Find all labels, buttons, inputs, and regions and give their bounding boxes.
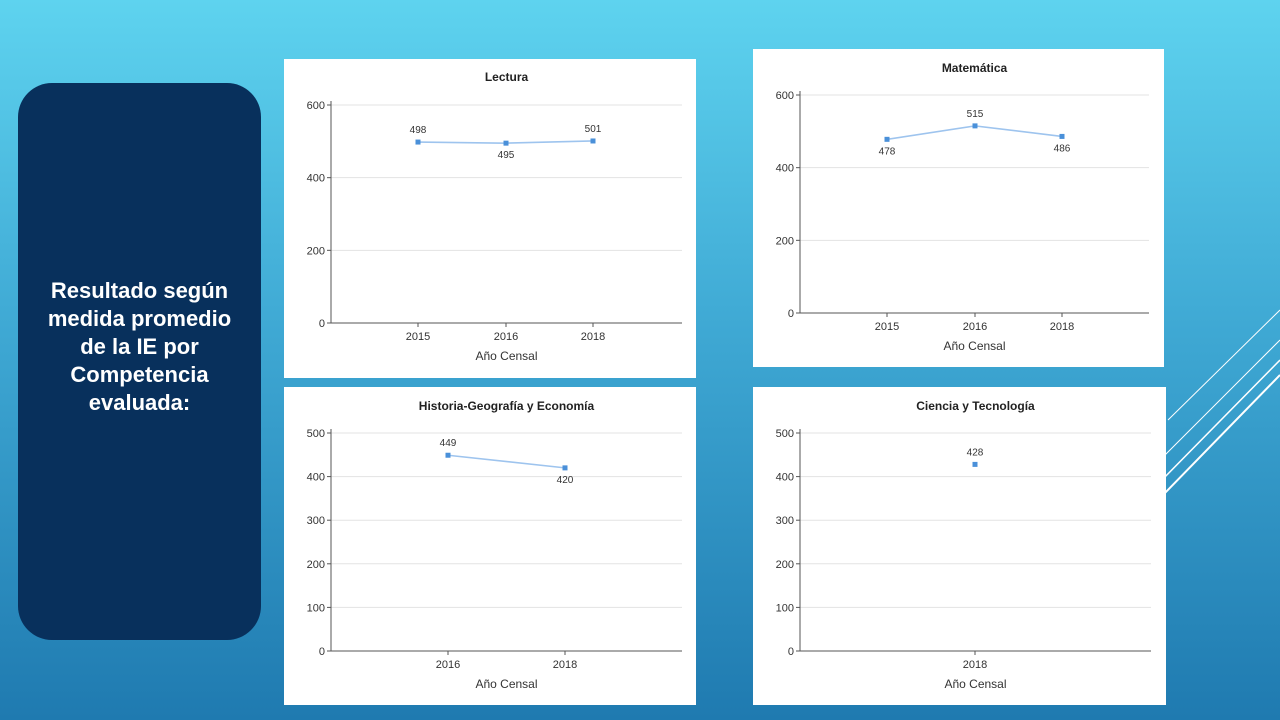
x-tick-label: 2016 [436, 659, 460, 671]
chart-svg: Matemática 0 200 400 600 2015 2016 2018 Año Cens… [776, 61, 1149, 353]
x-axis-label: Año Censal [943, 339, 1005, 353]
chart-title: Historia-Geografía y Economía [419, 399, 595, 413]
chart-lectura: Lectura 0 200 400 600 2015 2016 2018 Año Censal 4… [284, 59, 696, 378]
x-tick-label: 2015 [875, 321, 899, 333]
side-panel: Resultado según medida promedio de la IE… [18, 83, 261, 640]
data-label: 498 [410, 125, 427, 136]
chart-ciencia-tecnologia: Ciencia y Tecnología 0 100 200 300 400 500 2018… [753, 387, 1166, 705]
y-tick-label: 400 [776, 472, 794, 484]
data-label: 495 [498, 150, 515, 161]
data-point [562, 465, 568, 471]
y-tick-label: 100 [776, 602, 794, 614]
y-tick-label: 400 [776, 163, 794, 175]
chart-matematica: Matemática 0 200 400 600 2015 2016 2018 Año Cens… [753, 49, 1164, 367]
chart-historia-geografia-economia: Historia-Geografía y Economía 0 100 200 300 4… [284, 387, 696, 705]
y-tick-label: 200 [776, 559, 794, 571]
side-panel-text: Resultado según medida promedio de la IE… [47, 277, 232, 415]
chart-title: Matemática [942, 61, 1008, 75]
y-tick-label: 100 [307, 602, 325, 614]
data-label: 449 [440, 438, 457, 449]
y-tick-label: 600 [776, 90, 794, 102]
data-label: 501 [585, 124, 602, 135]
x-axis-label: Año Censal [475, 677, 537, 691]
data-point [884, 136, 890, 142]
x-tick-label: 2016 [963, 321, 987, 333]
y-tick-label: 0 [788, 646, 794, 658]
x-tick-label: 2018 [1050, 321, 1074, 333]
x-tick-label: 2018 [553, 659, 577, 671]
chart-title: Lectura [485, 70, 529, 84]
x-axis-label: Año Censal [944, 677, 1006, 691]
chart-svg: Ciencia y Tecnología 0 100 200 300 400 500 2018… [776, 399, 1151, 691]
chart-svg: Historia-Geografía y Economía 0 100 200 300 4… [307, 399, 682, 691]
y-tick-label: 500 [776, 428, 794, 440]
data-label: 478 [879, 146, 896, 157]
data-point [415, 139, 421, 145]
y-tick-label: 600 [307, 100, 325, 112]
y-tick-label: 0 [319, 318, 325, 330]
data-point [445, 452, 451, 458]
data-label: 420 [557, 475, 574, 486]
chart-svg: Lectura 0 200 400 600 2015 2016 2018 Año Censal 4… [307, 70, 682, 363]
x-tick-label: 2018 [963, 659, 987, 671]
data-point [503, 140, 509, 146]
data-point [590, 138, 596, 144]
y-tick-label: 400 [307, 173, 325, 185]
data-point [972, 123, 978, 129]
x-tick-label: 2018 [581, 331, 605, 343]
data-point [1059, 133, 1065, 139]
series-line [447, 454, 566, 469]
y-tick-label: 200 [307, 245, 325, 257]
decorative-lines [1160, 309, 1280, 499]
data-label: 428 [967, 447, 984, 458]
data-label: 515 [967, 109, 984, 120]
chart-title: Ciencia y Tecnología [916, 399, 1035, 413]
y-tick-label: 400 [307, 472, 325, 484]
y-tick-label: 200 [307, 559, 325, 571]
y-tick-label: 300 [776, 515, 794, 527]
y-tick-label: 200 [776, 235, 794, 247]
y-tick-label: 0 [319, 646, 325, 658]
x-axis-label: Año Censal [475, 349, 537, 363]
data-point [972, 461, 978, 467]
x-tick-label: 2016 [494, 331, 518, 343]
y-tick-label: 500 [307, 428, 325, 440]
y-tick-label: 300 [307, 515, 325, 527]
x-tick-label: 2015 [406, 331, 430, 343]
y-tick-label: 0 [788, 308, 794, 320]
data-label: 486 [1054, 143, 1071, 154]
